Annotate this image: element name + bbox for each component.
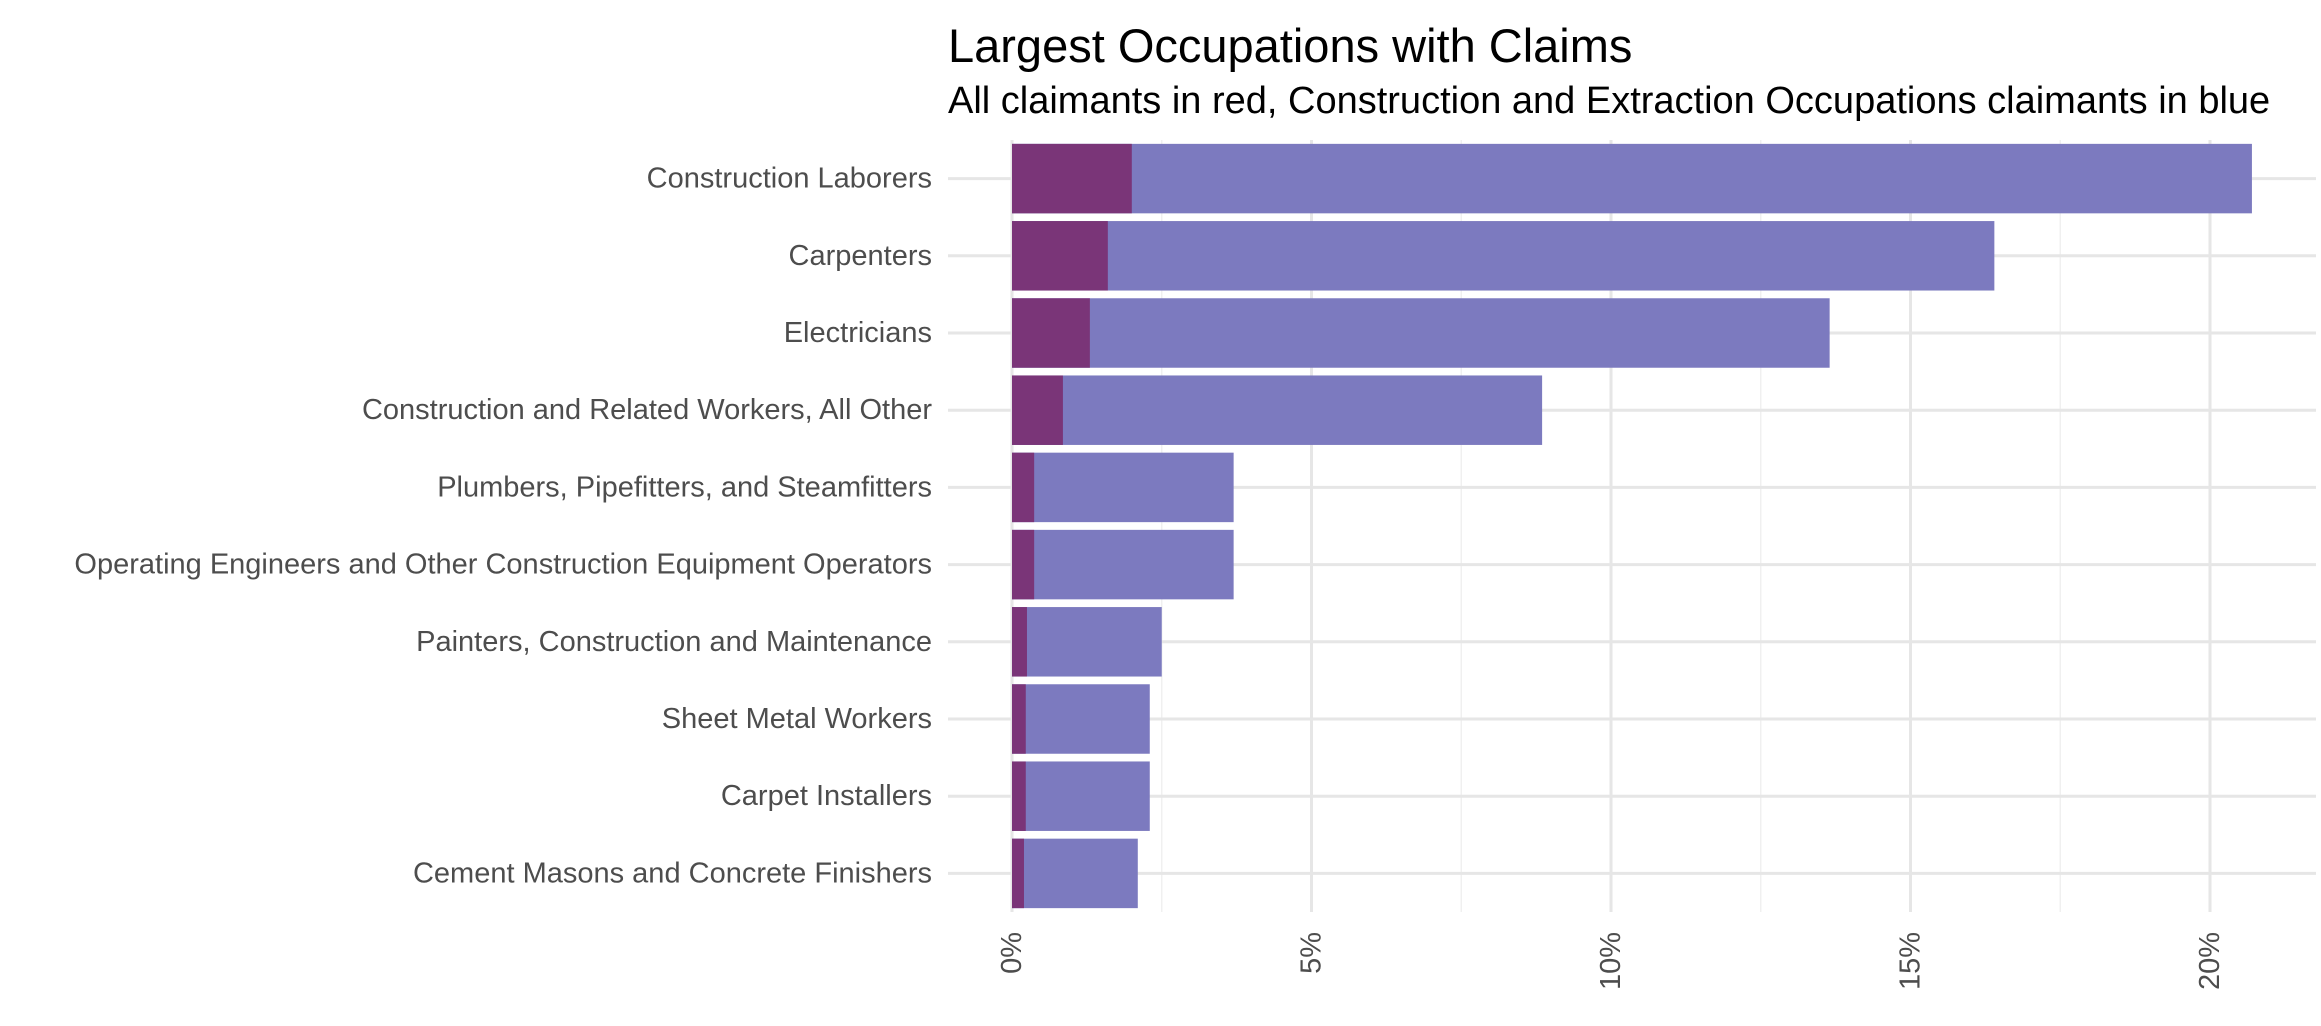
x-tick-label: 20% — [2194, 932, 2226, 990]
construction-claimants-bar — [1012, 375, 1543, 445]
all-claimants-bar — [1012, 607, 1027, 677]
all-claimants-bar — [1012, 143, 1132, 214]
category-label: Carpet Installers — [721, 780, 932, 812]
construction-claimants-bars — [1012, 143, 2252, 909]
x-tick-label: 10% — [1595, 932, 1627, 990]
all-claimants-bar — [1012, 761, 1026, 831]
construction-claimants-bar — [1012, 838, 1138, 909]
category-label: Construction and Related Workers, All Ot… — [362, 394, 932, 426]
all-claimants-bar — [1012, 452, 1035, 523]
chart-subtitle: All claimants in red, Construction and E… — [948, 80, 2271, 122]
construction-claimants-bar — [1012, 221, 1995, 291]
construction-claimants-bar — [1012, 607, 1162, 677]
all-claimants-bar — [1012, 298, 1090, 368]
chart-title: Largest Occupations with Claims — [948, 19, 1633, 72]
construction-claimants-bar — [1012, 298, 1830, 368]
all-claimants-bar — [1012, 221, 1108, 291]
all-claimants-bars — [1012, 143, 1132, 909]
category-labels: Construction Laborers Carpenters Electrici… — [74, 163, 932, 890]
all-claimants-bar — [1012, 838, 1024, 909]
category-label: Cement Masons and Concrete Finishers — [413, 857, 932, 889]
construction-claimants-bar — [1012, 452, 1234, 523]
category-label: Operating Engineers and Other Constructi… — [74, 549, 932, 581]
category-label: Painters, Construction and Maintenance — [416, 626, 932, 658]
category-label: Electricians — [784, 317, 932, 349]
construction-claimants-bar — [1012, 761, 1150, 831]
x-tick-label: 15% — [1895, 932, 1927, 990]
all-claimants-bar — [1012, 529, 1035, 600]
category-label: Plumbers, Pipefitters, and Steamfitters — [437, 471, 932, 503]
x-tick-label: 5% — [1296, 932, 1328, 974]
category-label: Construction Laborers — [647, 163, 932, 195]
category-label: Carpenters — [789, 240, 932, 272]
all-claimants-bar — [1012, 684, 1026, 754]
category-label: Sheet Metal Workers — [662, 703, 932, 735]
construction-claimants-bar — [1012, 529, 1234, 600]
all-claimants-bar — [1012, 375, 1063, 445]
x-tick-label: 0% — [996, 932, 1028, 974]
construction-claimants-bar — [1012, 143, 2252, 214]
x-axis-tick-labels: 0% 5% 10% 15% 20% — [996, 932, 2226, 990]
construction-claimants-bar — [1012, 684, 1150, 754]
